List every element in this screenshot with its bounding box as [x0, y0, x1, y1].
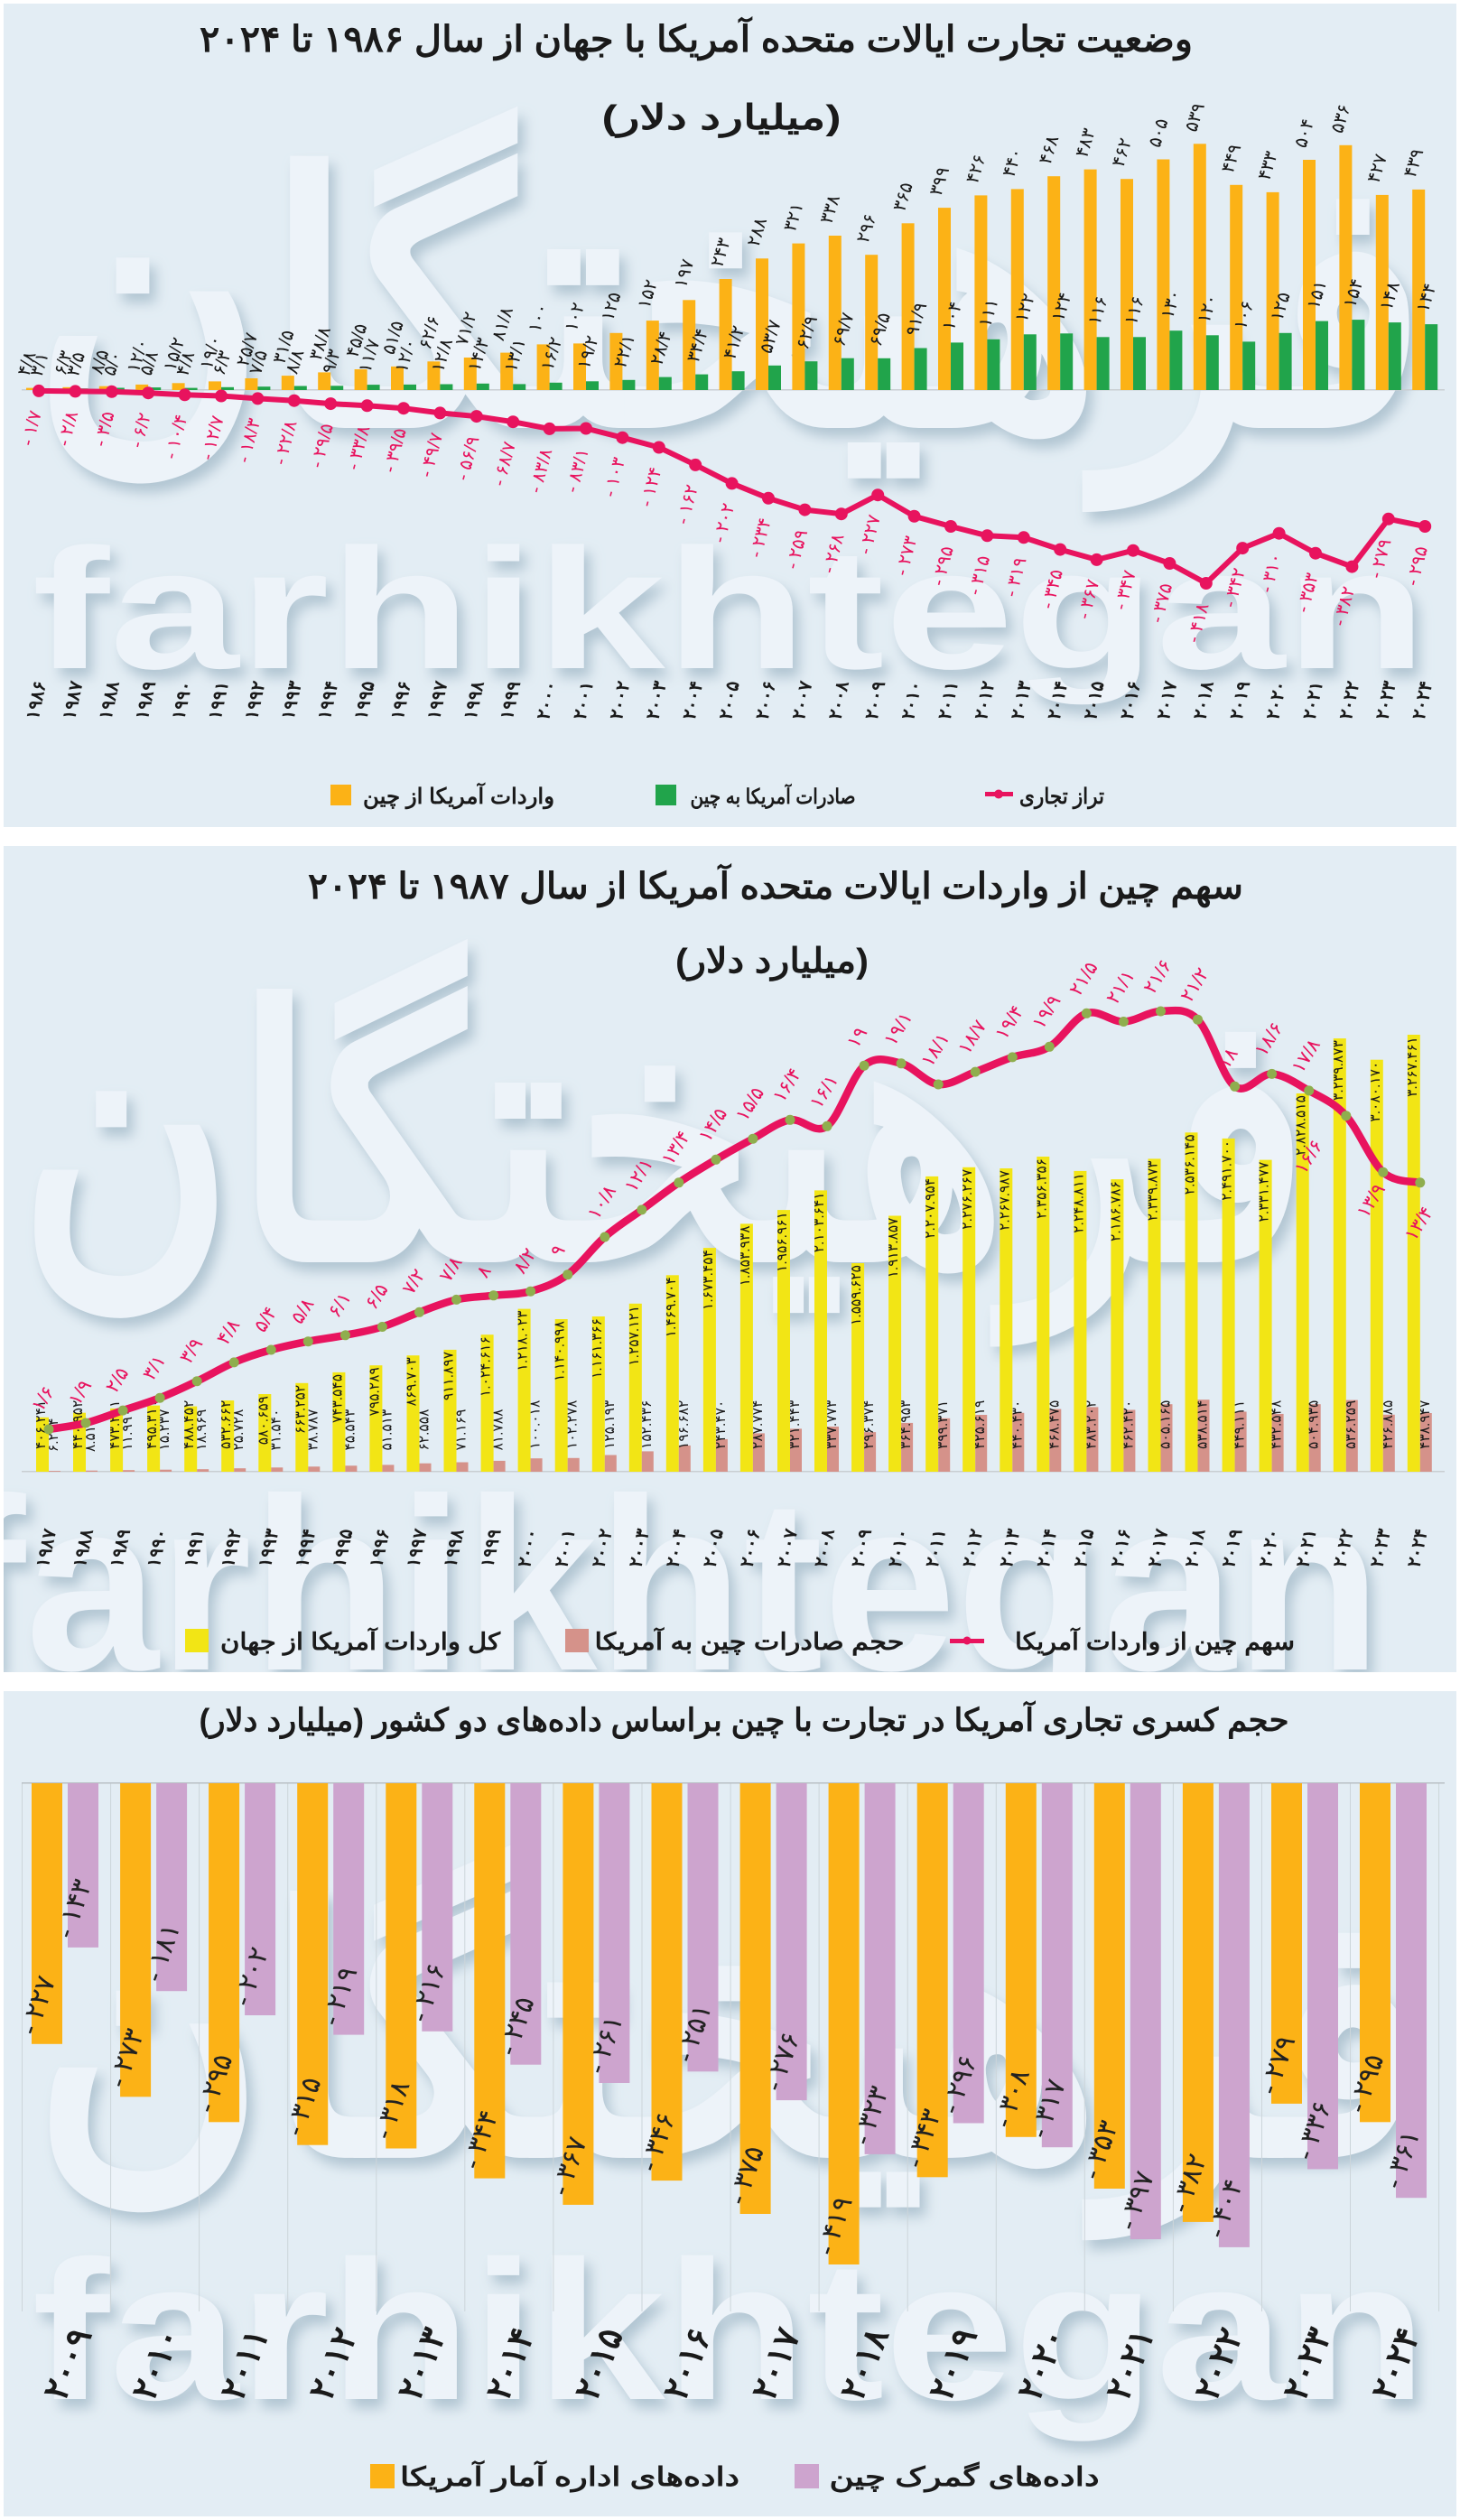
- svg-text:۳.۲۳۹.۸۷۳: ۳.۲۳۹.۸۷۳: [1331, 1039, 1346, 1101]
- svg-text:۵۳۶.۲۵۹: ۵۳۶.۲۵۹: [1344, 1400, 1359, 1449]
- svg-text:۳.۰۸۰.۱۷۰: ۳.۰۸۰.۱۷۰: [1368, 1062, 1383, 1122]
- svg-text:۴۰۶.۲۴۱: ۴۰۶.۲۴۱: [33, 1400, 49, 1449]
- svg-text:۳۸.۷۸۷: ۳۸.۷۸۷: [305, 1409, 321, 1451]
- svg-text:۳۱.۵۴۰: ۳۱.۵۴۰: [268, 1409, 284, 1451]
- svg-text:۵۳۲.۶۶۲: ۵۳۲.۶۶۲: [219, 1400, 234, 1449]
- svg-text:داده‌های اداره آمار آمریکا: داده‌های اداره آمار آمریکا: [400, 2460, 739, 2493]
- svg-text:۲.۳۳۹.۸۷۳: ۲.۳۳۹.۸۷۳: [1146, 1160, 1161, 1222]
- svg-text:۱۱.۹۹۰: ۱۱.۹۹۰: [120, 1409, 135, 1451]
- svg-text:فرهیختگان: فرهیختگان: [18, 938, 1309, 1349]
- svg-text:۴۶۲.۴۲۰: ۴۶۲.۴۲۰: [1121, 1400, 1136, 1449]
- svg-text:داده‌های گمرک چین: داده‌های گمرک چین: [830, 2461, 1100, 2493]
- svg-text:۱.۹۱۳.۸۵۷: ۱.۹۱۳.۸۵۷: [886, 1217, 901, 1279]
- svg-text:۲.۲۰۷.۹۵۴: ۲.۲۰۷.۹۵۴: [923, 1178, 938, 1239]
- svg-text:۱۹۶.۶۸۲: ۱۹۶.۶۸۲: [676, 1400, 692, 1449]
- svg-text:وضعیت تجارت ایالات متحده آمریک: وضعیت تجارت ایالات متحده آمریکا با جهان …: [200, 15, 1193, 61]
- svg-text:۱۸.۹۶۹: ۱۸.۹۶۹: [194, 1409, 209, 1451]
- svg-text:۲.۱۸۶.۷۸۶: ۲.۱۸۶.۷۸۶: [1108, 1181, 1123, 1241]
- svg-text:۱۰۲.۲۷۸: ۱۰۲.۲۷۸: [565, 1399, 581, 1449]
- svg-text:۴۸۳.۲۰۲: ۴۸۳.۲۰۲: [1083, 1400, 1099, 1449]
- svg-text:۶.۲۹۴: ۶.۲۹۴: [46, 1418, 61, 1453]
- svg-text:۱.۲۱۸.۰۲۳: ۱.۲۱۸.۰۲۳: [516, 1310, 531, 1372]
- svg-text:۸۱.۷۸۸: ۸۱.۷۸۸: [491, 1409, 507, 1451]
- svg-text:۲.۵۳۶.۱۴۵: ۲.۵۳۶.۱۴۵: [1183, 1134, 1198, 1195]
- svg-text:حجم صادرات چین به آمریکا: حجم صادرات چین به آمریکا: [595, 1626, 905, 1656]
- svg-text:۲۹۶.۳۷۴: ۲۹۶.۳۷۴: [861, 1400, 877, 1449]
- svg-text:۸۶۹.۷۰۳: ۸۶۹.۷۰۳: [405, 1357, 420, 1407]
- svg-text:۱۲۵.۱۹۳: ۱۲۵.۱۹۳: [602, 1399, 618, 1449]
- svg-text:۲.۲۶۷.۹۸۷: ۲.۲۶۷.۹۸۷: [997, 1169, 1012, 1231]
- svg-text:۴۹۵.۳۱۱: ۴۹۵.۳۱۱: [144, 1400, 160, 1449]
- svg-text:farhikhtegan: farhikhtegan: [33, 514, 1427, 705]
- svg-text:۷۱.۱۶۹: ۷۱.۱۶۹: [454, 1409, 470, 1451]
- svg-text:۲.۳۳۱.۴۷۷: ۲.۳۳۱.۴۷۷: [1257, 1161, 1272, 1223]
- svg-text:۲.۳۵۶.۳۵۶: ۲.۳۵۶.۳۵۶: [1034, 1158, 1049, 1219]
- svg-text:سهم چین از واردات ایالات متحده: سهم چین از واردات ایالات متحده آمریکا از…: [308, 862, 1243, 908]
- svg-text:farhikhtegan: farhikhtegan: [0, 1447, 1381, 1724]
- svg-text:۷۴۳.۵۴۵: ۷۴۳.۵۴۵: [330, 1374, 345, 1423]
- svg-text:۴۸۸.۴۵۲: ۴۸۸.۴۵۲: [181, 1400, 197, 1449]
- svg-text:۱.۱۶۱.۳۶۶: ۱.۱۶۱.۳۶۶: [590, 1318, 605, 1379]
- svg-text:۴۴۰.۴۳۰: ۴۴۰.۴۳۰: [1009, 1400, 1025, 1449]
- svg-text:حجم کسری تجاری آمریکا در تجارت: حجم کسری تجاری آمریکا در تجارت با چین بر…: [200, 1699, 1289, 1740]
- svg-text:۵۳۸.۵۱۴: ۵۳۸.۵۱۴: [1195, 1400, 1211, 1449]
- svg-text:۱.۲۵۷.۱۲۱: ۱.۲۵۷.۱۲۱: [627, 1306, 642, 1366]
- svg-text:۴۲۶.۸۸۵: ۴۲۶.۸۸۵: [1381, 1400, 1396, 1449]
- svg-text:۱.۰۲۴.۶۱۶: ۱.۰۲۴.۶۱۶: [479, 1336, 494, 1397]
- svg-text:۲.۲۴۸.۸۱۱: ۲.۲۴۸.۸۱۱: [1071, 1173, 1086, 1233]
- svg-text:۴۶۸.۴۷۵: ۴۶۸.۴۷۵: [1046, 1400, 1062, 1449]
- svg-text:۵۰۴.۹۳۵: ۵۰۴.۹۳۵: [1307, 1400, 1322, 1449]
- svg-text:۳.۲۶۷.۴۶۱: ۳.۲۶۷.۴۶۱: [1405, 1037, 1420, 1097]
- svg-text:۱.۴۶۹.۷۰۴: ۱.۴۶۹.۷۰۴: [664, 1277, 679, 1337]
- svg-text:۳۳۷.۷۷۳: ۳۳۷.۷۷۳: [824, 1399, 840, 1449]
- svg-text:صادرات آمریکا به چین: صادرات آمریکا به چین: [691, 783, 856, 810]
- svg-text:۲۸۷.۷۷۴: ۲۸۷.۷۷۴: [750, 1400, 766, 1449]
- svg-text:۱.۹۵۶.۹۶۱: ۱.۹۵۶.۹۶۱: [775, 1212, 790, 1272]
- svg-text:۹۱۱.۸۹۷: ۹۱۱.۸۹۷: [442, 1351, 457, 1400]
- svg-text:۱.۵۵۹.۶۲۵: ۱.۵۵۹.۶۲۵: [849, 1265, 864, 1325]
- svg-text:۲.۴۹۱.۷۰۰: ۲.۴۹۱.۷۰۰: [1220, 1140, 1235, 1201]
- svg-text:۱۵.۲۳۷: ۱۵.۲۳۷: [157, 1409, 172, 1451]
- svg-text:تراز تجاری: تراز تجاری: [1019, 785, 1104, 810]
- svg-text:۴۴۹.۱۱۱: ۴۴۹.۱۱۱: [1232, 1400, 1248, 1449]
- svg-text:۴۲۵.۶۱۹: ۴۲۵.۶۱۹: [972, 1400, 988, 1449]
- svg-text:farhikhtegan: farhikhtegan: [33, 2219, 1427, 2441]
- svg-text:۴۵.۵۴۳: ۴۵.۵۴۳: [342, 1409, 358, 1451]
- svg-text:واردات آمریکا از چین: واردات آمریکا از چین: [363, 782, 554, 810]
- svg-text:۴۳۲.۵۴۸: ۴۳۲.۵۴۸: [1269, 1399, 1285, 1449]
- svg-text:(میلیارد دلار): (میلیارد دلار): [602, 99, 842, 138]
- svg-text:سهم چین از واردات آمریکا: سهم چین از واردات آمریکا: [1015, 1626, 1295, 1656]
- svg-text:۲.۸۲۸.۵۱۵: ۲.۸۲۸.۵۱۵: [1294, 1095, 1309, 1156]
- svg-text:۵۰۵.۱۶۵: ۵۰۵.۱۶۵: [1158, 1400, 1174, 1449]
- svg-text:۲.۲۷۶.۲۶۷: ۲.۲۷۶.۲۶۷: [960, 1168, 975, 1230]
- svg-text:۱۵۲.۴۳۶: ۱۵۲.۴۳۶: [639, 1400, 655, 1449]
- svg-text:۵۱.۵۱۳: ۵۱.۵۱۳: [379, 1409, 395, 1451]
- svg-text:۲۴۳.۴۷۰: ۲۴۳.۴۷۰: [713, 1400, 729, 1449]
- svg-text:۲.۱۰۳.۶۴۱: ۲.۱۰۳.۶۴۱: [812, 1192, 827, 1252]
- svg-text:۱.۶۷۳.۴۵۴: ۱.۶۷۳.۴۵۴: [701, 1250, 716, 1310]
- svg-text:۶۲.۵۵۸: ۶۲.۵۵۸: [417, 1409, 432, 1451]
- svg-text:۷۹۵.۲۸۹: ۷۹۵.۲۸۹: [367, 1367, 382, 1416]
- svg-text:۳۶۴.۹۵۳: ۳۶۴.۹۵۳: [898, 1399, 914, 1449]
- svg-text:۴۳۸.۹۴۷: ۴۳۸.۹۴۷: [1418, 1399, 1433, 1449]
- svg-text:کل واردات آمریکا از جهان: کل واردات آمریکا از جهان: [220, 1626, 501, 1656]
- svg-text:۱۰۰.۰۱۸: ۱۰۰.۰۱۸: [528, 1399, 544, 1449]
- svg-text:۲۵.۷۲۸: ۲۵.۷۲۸: [231, 1409, 246, 1451]
- svg-text:۵۸۰.۶۵۹: ۵۸۰.۶۵۹: [256, 1396, 271, 1445]
- svg-text:(میلیارد دلار): (میلیارد دلار): [675, 943, 869, 981]
- svg-text:۳۲۱.۴۴۳: ۳۲۱.۴۴۳: [787, 1399, 803, 1449]
- svg-text:۶۶۳.۲۵۲: ۶۶۳.۲۵۲: [293, 1385, 308, 1434]
- svg-text:۳۹۹.۳۷۱: ۳۹۹.۳۷۱: [935, 1400, 951, 1449]
- svg-text:۱.۱۴۰.۹۹۸: ۱.۱۴۰.۹۹۸: [553, 1320, 568, 1381]
- svg-text:۱.۸۵۳.۹۳۸: ۱.۸۵۳.۹۳۸: [738, 1225, 753, 1287]
